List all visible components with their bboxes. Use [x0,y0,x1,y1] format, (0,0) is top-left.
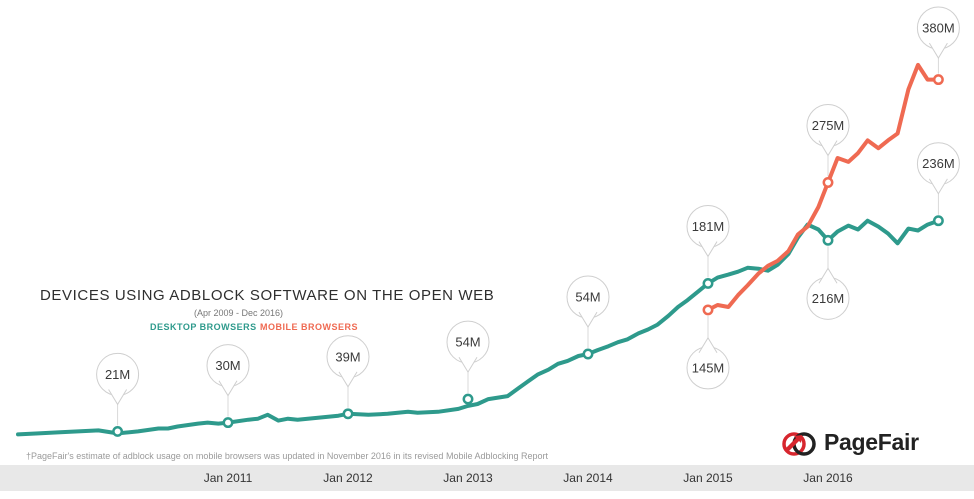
legend-mobile: MOBILE BROWSERS [260,322,358,332]
data-point-marker [222,417,234,429]
callout-pointer-mask [580,308,596,314]
pagefair-logo: PageFair [780,427,950,461]
data-point-marker [702,277,714,289]
callout-pointer-mask [700,237,716,243]
x-axis-band: Jan 2011 Jan 2012 Jan 2013 Jan 2014 Jan 2015… [0,465,974,491]
callout-pointer [218,380,238,397]
data-point-marker [462,393,474,405]
callout-181m-5: 181M [686,204,730,258]
legend-desktop-label: DESKTOP BROWSERS [150,322,257,332]
callout-39m-2: 39M [326,335,370,388]
callout-pointer [698,336,718,354]
x-tick-label: Jan 2011 [204,471,253,485]
callout-label: 275M [812,118,845,133]
callout-pointer [108,389,128,406]
legend-desktop: DESKTOP BROWSERS [150,322,257,332]
callout-label: 380M [922,21,955,36]
chart-title: DEVICES USING ADBLOCK SOFTWARE ON THE OP… [40,287,495,304]
callout-pointer [698,241,718,258]
callout-pointer-mask [930,39,947,45]
value-callouts: 21M 30M 39M 54M 54M 181M 145M 275M 216M 236M 380M [96,6,960,406]
series-line-mobile [706,62,941,312]
callout-21m-0: 21M [96,352,140,406]
callout-label: 216M [812,291,845,306]
x-axis: Jan 2011 Jan 2012 Jan 2013 Jan 2014 Jan 2015… [204,471,853,485]
footnote: †PageFair's estimate of adblock usage on… [26,451,548,461]
data-point-marker [822,234,834,246]
callout-label: 54M [575,290,600,305]
x-tick-label: Jan 2014 [563,471,613,485]
callout-pointer [458,356,478,374]
x-tick-label: Jan 2016 [803,471,853,485]
callout-pointer-mask [820,282,836,288]
callout-pointer-mask [109,385,126,391]
callout-leaders [117,57,939,426]
callout-54m-3: 54M [446,320,490,374]
callout-pointer-mask [820,136,836,142]
callout-pointer [928,178,948,195]
callout-label: 21M [105,367,130,382]
callout-54m-4: 54M [566,275,610,328]
callout-pointer-mask [700,351,716,357]
chart-lines [16,62,941,437]
pagefair-logo-icon [782,432,816,456]
callout-275m-7: 275M [806,104,850,157]
callout-pointer [818,140,838,157]
callout-pointer-mask [930,174,947,180]
callout-pointer [338,371,358,388]
callout-216m-8: 216M [806,267,850,320]
callout-label: 30M [215,358,240,373]
callout-pointer [928,42,948,59]
callout-pointer [818,267,838,284]
chart-markers [112,74,944,437]
data-point-marker [932,74,944,86]
callout-label: 54M [455,335,480,350]
x-tick-label: Jan 2015 [683,471,733,485]
pagefair-logo-text: PageFair [824,429,919,455]
callout-30m-1: 30M [206,344,250,397]
callout-pointer-mask [220,376,236,382]
callout-label: 181M [692,219,725,234]
callout-pointer-mask [340,367,356,373]
callout-label: 39M [335,349,360,364]
data-point-marker [932,215,944,227]
legend-mobile-label: MOBILE BROWSERS [260,322,359,332]
chart-subtitle: (Apr 2009 - Dec 2016) [194,308,284,318]
callout-label: 236M [922,156,955,171]
data-point-marker [112,425,124,437]
callout-145m-6: 145M [686,336,730,390]
x-tick-label: Jan 2012 [323,471,373,485]
data-point-marker [822,177,834,188]
data-point-marker [702,304,714,316]
callout-label: 145M [692,360,725,375]
x-tick-label: Jan 2013 [443,471,493,485]
data-point-marker [342,408,354,420]
callout-236m-9: 236M [916,142,960,195]
callout-380m-10: 380M [916,6,960,59]
callout-pointer-mask [460,353,476,359]
data-point-marker [582,348,594,360]
callout-pointer [578,311,598,328]
